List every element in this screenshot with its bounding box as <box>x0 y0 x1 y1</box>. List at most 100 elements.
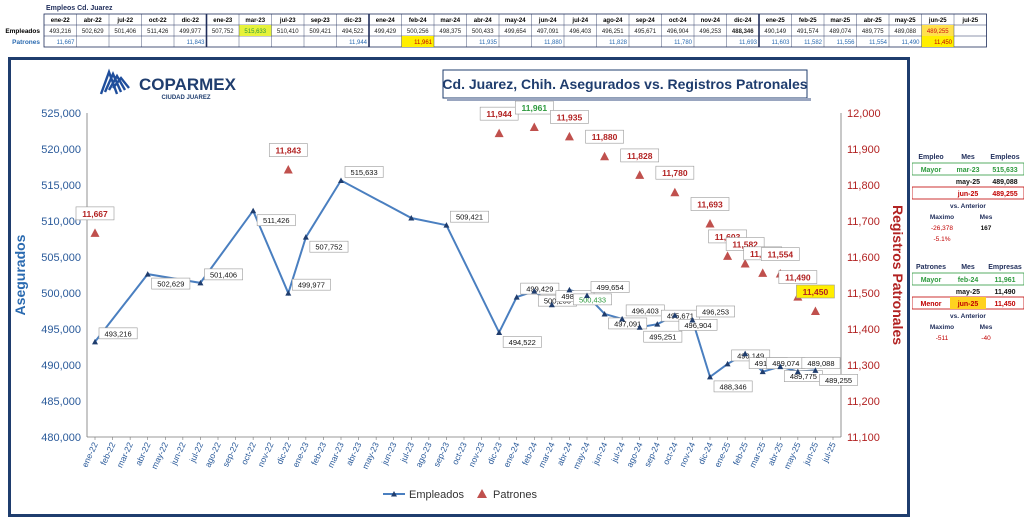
table-cell-empleados: 489,775 <box>862 29 884 35</box>
table-header: dic-24 <box>734 18 752 24</box>
x-tick-label: ene-23 <box>290 440 310 468</box>
patrones-cell-highlight <box>950 297 986 309</box>
chart-frame: COPARMEX CIUDAD JUAREZ Cd. Juarez, Chih. A… <box>8 57 910 517</box>
patrones-header: Patrones <box>916 264 946 271</box>
x-tick-label: jun-25 <box>801 440 821 467</box>
empleados-label-box <box>819 374 858 386</box>
x-tick-label: dic-23 <box>485 440 504 465</box>
row-label-empleados: Empleados <box>5 28 40 35</box>
table-cell-empleados: 496,251 <box>602 29 624 35</box>
y2-tick-label: 12,000 <box>847 108 881 120</box>
empleados-data-label: 489,255 <box>825 376 852 385</box>
empleados-point <box>408 215 415 221</box>
empleados-label-box <box>678 318 718 331</box>
empleados-data-label: 490,149 <box>737 351 764 360</box>
x-tick-label: mar-22 <box>115 440 136 469</box>
y2-tick-label: 11,600 <box>847 252 880 264</box>
table-header: ene-24 <box>376 18 396 24</box>
table-header: sep-23 <box>311 18 331 24</box>
patrones-point <box>670 187 680 197</box>
y2-axis-title: Registros Patronales <box>890 205 906 345</box>
patrones-label-box <box>760 247 800 261</box>
y-tick-label: 520,000 <box>41 144 81 156</box>
table-header: ene-22 <box>51 18 71 24</box>
empleados-point <box>250 207 257 214</box>
table-cell-patrones: 11,961 <box>414 40 433 46</box>
empleados-label-box <box>590 281 630 293</box>
patrones-label-box <box>690 197 730 211</box>
empleados-data-label: 496,253 <box>702 307 729 316</box>
patrones-label-box <box>796 284 835 299</box>
y2-tick-label: 11,700 <box>847 216 880 228</box>
empleo-vs-title: vs. Anterior <box>950 203 986 210</box>
empleo-pct: -5.1% <box>934 236 951 243</box>
empleados-label-box <box>520 282 560 295</box>
patrones-vs-value: -40 <box>981 335 991 342</box>
empleo-vs-value: 167 <box>981 225 992 232</box>
patrones-cell: 11,961 <box>994 277 1015 284</box>
table-cell-empleados: 491,574 <box>797 29 819 35</box>
patrones-data-label: 11,554 <box>768 250 794 260</box>
patrones-point <box>283 165 293 174</box>
table-cell-empleados: 490,149 <box>764 29 786 35</box>
table-header: ene-25 <box>766 18 786 24</box>
patrones-label-box <box>778 270 818 284</box>
table-header: jul-23 <box>279 18 296 24</box>
table-border <box>43 13 987 48</box>
side-summary: Empleo Mes Empleos Mayor mar-23 515,633 may-25… <box>912 154 1024 342</box>
table-cell-patrones: 11,935 <box>479 40 498 46</box>
x-tick-label: jun-24 <box>590 440 610 467</box>
patrones-data-label: 11,944 <box>486 109 512 119</box>
empleados-label-box <box>204 268 243 281</box>
table-cell-empleados: 510,410 <box>277 29 299 35</box>
x-tick-label: oct-22 <box>239 440 258 466</box>
empleados-point <box>689 316 696 323</box>
empleados-data-label: 497,091 <box>614 319 641 328</box>
empleados-data-label: 496,403 <box>632 306 659 315</box>
patrones-point <box>494 128 504 138</box>
y-tick-label: 500,000 <box>41 288 81 300</box>
table-header: feb-24 <box>409 18 427 24</box>
table-cell-empleados: 502,629 <box>82 29 104 35</box>
table-cell-patrones: 11,780 <box>674 40 693 46</box>
y-tick-label: 525,000 <box>41 108 81 120</box>
x-tick-label: ene-24 <box>501 440 521 468</box>
table-header: feb-25 <box>799 18 817 24</box>
table-cell-empleados: 507,752 <box>212 29 234 35</box>
patrones-row-frame <box>912 272 1024 286</box>
y-tick-label: 515,000 <box>41 180 81 192</box>
patrones-cell: may-25 <box>956 289 980 296</box>
empleo-header: Mes <box>961 154 975 161</box>
x-tick-label: mar-25 <box>747 440 768 469</box>
y-tick-label: 485,000 <box>41 396 81 408</box>
empleados-label-box <box>801 357 841 369</box>
x-tick-label: oct-24 <box>661 440 680 466</box>
empleados-point <box>777 363 784 370</box>
table-header: may-24 <box>505 18 526 24</box>
empleados-point <box>794 368 801 375</box>
y2-tick-label: 11,200 <box>847 396 880 408</box>
y-tick-label: 510,000 <box>41 216 81 228</box>
table-cell-patrones: 11,880 <box>544 40 563 46</box>
empleados-data-label: 499,977 <box>298 281 325 290</box>
empleados-data-label: 515,633 <box>351 168 378 177</box>
x-tick-label: nov-23 <box>466 440 486 468</box>
y2-tick-label: 11,100 <box>847 432 880 444</box>
table-cell-empleados: 509,421 <box>309 29 331 35</box>
x-tick-label: ene-22 <box>80 440 100 468</box>
empleados-point <box>812 367 819 373</box>
x-tick-label: mar-24 <box>536 440 557 469</box>
empleados-point <box>584 292 590 298</box>
y-tick-label: 495,000 <box>41 324 81 336</box>
table-cell-empleados: 489,255 <box>927 29 949 35</box>
empleados-point <box>302 234 309 240</box>
legend-marker-empleados <box>391 491 397 497</box>
patrones-label-box <box>268 143 308 157</box>
table-cell-patrones: 11,556 <box>837 40 856 46</box>
table-header: abr-25 <box>864 18 883 24</box>
table-header: mar-24 <box>440 18 460 24</box>
table-cell-empleados: 500,433 <box>472 29 494 35</box>
patrones-point <box>810 306 820 315</box>
empleo-cell: 515,633 <box>992 167 1017 174</box>
patrones-data-label: 11,582 <box>732 239 758 249</box>
